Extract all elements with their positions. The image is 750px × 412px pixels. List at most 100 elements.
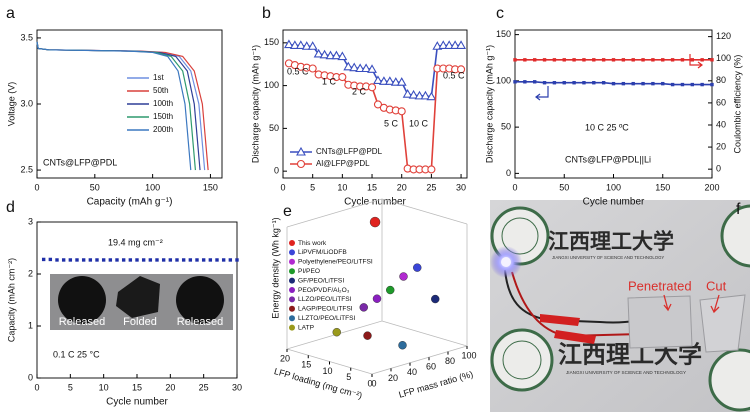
x-tick-label: 0 <box>280 182 285 192</box>
data-point <box>572 81 576 85</box>
legend-marker <box>289 240 295 246</box>
data-point <box>631 81 635 86</box>
box-edge <box>371 345 468 375</box>
logo-ring <box>501 217 539 255</box>
data-point <box>601 81 606 85</box>
data-point <box>155 258 159 262</box>
box-edge <box>381 320 468 347</box>
y2-tick-label: 100 <box>716 53 731 63</box>
data-point <box>680 82 685 87</box>
logo <box>490 328 554 392</box>
x-tick-label: 0 <box>34 382 39 392</box>
legend-marker <box>289 268 295 275</box>
data-point <box>390 77 401 86</box>
data-point <box>408 89 419 99</box>
legend-marker <box>289 305 295 312</box>
data-point <box>338 73 347 82</box>
data-point <box>215 258 219 262</box>
y-tick-label: 50 <box>501 122 511 132</box>
data-point <box>331 50 342 60</box>
data-point <box>95 258 99 262</box>
data-point <box>361 63 372 73</box>
data-point <box>427 165 436 174</box>
legend-marker <box>289 249 295 256</box>
x-tick-label: 150 <box>655 182 670 192</box>
data-point <box>601 58 606 62</box>
data-point <box>582 81 586 85</box>
data-point <box>562 81 566 85</box>
data-point <box>670 58 675 62</box>
data-point <box>188 258 193 262</box>
annotation: CNTs@LFP@PDL <box>43 157 117 167</box>
annotation: 10 C <box>409 118 429 128</box>
x-tick-label: 25 <box>426 182 436 192</box>
panel-label: c <box>496 5 504 22</box>
clip <box>540 314 580 326</box>
x-axis-label: Cycle number <box>106 397 168 408</box>
annotation-arrow <box>663 294 672 312</box>
y-tick-label: 3.5 <box>20 32 33 42</box>
logo-subtext: JIANGXI UNIVERSITY OF SCIENCE AND TECHNO… <box>566 370 686 375</box>
y-tick-label: 150 <box>496 29 511 39</box>
legend-label: GF/PEO/LiTFSI <box>298 277 344 284</box>
y-axis-label: Discharge capacity (mAh g⁻¹) <box>250 45 260 163</box>
data-point <box>402 89 413 98</box>
data-point <box>175 258 179 262</box>
y-tick-label: 20 <box>280 353 290 363</box>
x-tick-label: 0 <box>371 378 376 388</box>
data-point <box>373 75 383 85</box>
data-point <box>307 41 318 50</box>
data-point <box>438 40 449 49</box>
data-point <box>552 58 557 62</box>
legend-marker <box>296 146 306 156</box>
data-point <box>355 63 366 73</box>
data-point <box>399 272 408 281</box>
legend-label: LLZO/PEO/LiTFSI <box>298 296 352 303</box>
data-point <box>295 40 306 49</box>
data-point <box>523 58 527 62</box>
data-point <box>384 76 395 85</box>
y-tick-label: 50 <box>269 123 279 133</box>
y-tick-label: 0 <box>274 166 279 176</box>
annotation: CNTs@LFP@PDL||Li <box>565 154 651 164</box>
data-point <box>651 58 655 62</box>
logo-ring <box>502 340 542 380</box>
legend-marker <box>289 287 295 293</box>
panel-label: d <box>6 199 15 216</box>
inset-label: Folded <box>123 316 157 328</box>
inset-label: Released <box>59 316 105 328</box>
data-point <box>319 49 330 59</box>
legend-label: LAGP/PEO/LiTFSI <box>298 306 353 313</box>
legend-label: 100th <box>153 99 173 108</box>
x-tick-label: 200 <box>704 182 719 192</box>
data-point <box>48 257 53 262</box>
annotation: 5 C <box>384 118 399 128</box>
logo-text: 江西理工大学 <box>548 229 674 254</box>
data-point <box>533 58 537 62</box>
legend-label: PI/PEO <box>298 268 320 275</box>
annotation: 2 C <box>352 86 367 96</box>
data-point <box>195 258 199 262</box>
data-point <box>141 258 146 262</box>
data-point <box>325 50 336 60</box>
legend-label: This work <box>298 240 327 247</box>
film-disc <box>176 276 224 324</box>
y-tick-label: 3 <box>28 216 33 226</box>
legend-marker <box>289 296 295 303</box>
inset-photo: Released Folded Released <box>50 274 233 330</box>
data-point <box>621 81 626 86</box>
annotation: 10 C 25 ºC <box>585 122 629 132</box>
x-axis-label: Cycle number <box>344 197 406 208</box>
panel-label: f <box>736 201 741 218</box>
data-point <box>592 58 596 62</box>
data-point <box>181 258 186 262</box>
right-axis-arrow <box>689 54 703 69</box>
annotation: 0.5 C <box>287 66 309 76</box>
data-point <box>148 258 153 262</box>
data-point <box>308 64 317 73</box>
data-point <box>661 81 665 86</box>
data-point <box>631 58 635 62</box>
x-tick-label: 5 <box>68 382 73 392</box>
data-point <box>611 81 616 86</box>
photo-annotation: Cut <box>706 278 727 293</box>
